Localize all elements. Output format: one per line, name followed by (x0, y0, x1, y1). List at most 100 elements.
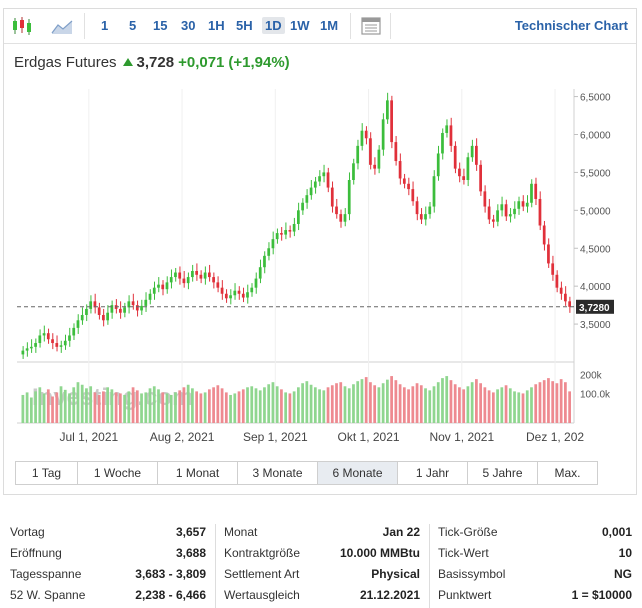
table-icon[interactable] (359, 15, 383, 37)
timeframe-30[interactable]: 30 (181, 18, 196, 33)
range-1-monat[interactable]: 1 Monat (158, 462, 238, 484)
timeframe-1d[interactable]: 1D (262, 17, 285, 34)
timeframe-5h[interactable]: 5H (236, 18, 253, 33)
candle (313, 181, 317, 188)
toolbar-separator (84, 13, 85, 39)
volume-bar (313, 387, 317, 423)
stat-label: Vortag (10, 525, 45, 539)
stat-label: Tick-Größe (438, 525, 498, 539)
stat-row: Wertausgleich 21.12.2021 (224, 585, 420, 605)
timeframe-15[interactable]: 15 (153, 18, 168, 33)
candle (475, 145, 478, 165)
stat-row: Tick-Wert 10 (438, 543, 632, 563)
candle (428, 206, 432, 215)
timeframe-1m[interactable]: 1M (320, 18, 339, 33)
stat-value: 0,001 (601, 525, 632, 539)
volume-bar (500, 387, 504, 423)
volume-bar (271, 382, 275, 423)
candle (68, 335, 71, 341)
range-5-jahre[interactable]: 5 Jahre (468, 462, 538, 484)
volume-bar (369, 382, 372, 423)
candle (407, 183, 410, 190)
volume-bar (233, 393, 237, 423)
volume-bar (51, 396, 54, 423)
volume-bar (89, 386, 93, 423)
volume-bar (458, 387, 461, 423)
stat-label: Tagesspanne (10, 567, 82, 581)
volume-bar (301, 383, 304, 423)
candle (195, 271, 199, 275)
x-tick-label: Jul 1, 2021 (59, 430, 118, 444)
y-tick-label: 4,5000 (580, 244, 611, 255)
volume-bar (186, 384, 190, 423)
instrument-change-pct: (+1,94%) (228, 54, 290, 71)
technical-chart-link[interactable]: Technischer Chart (514, 18, 628, 33)
volume-bar (309, 384, 313, 423)
candle (212, 277, 215, 283)
timeframe-1[interactable]: 1 (101, 18, 109, 33)
price-chart[interactable]: 6,5000 6,0000 5,5000 5,0000 4,5000 4,0000 3,50… (12, 89, 636, 451)
range-1-jahr[interactable]: 1 Jahr (398, 462, 468, 484)
candle (118, 308, 122, 313)
candle (224, 293, 228, 299)
stat-row: Kontraktgröße 10.000 MMBtu (224, 543, 420, 563)
timeframe-5[interactable]: 5 (129, 18, 137, 33)
range-6-monate[interactable]: 6 Monate (318, 462, 398, 484)
candle (462, 176, 466, 180)
volume-bar (29, 397, 33, 423)
candle (568, 301, 571, 307)
candle (140, 305, 143, 311)
candle (46, 333, 50, 340)
arrow-up-icon (122, 58, 133, 66)
candle (356, 145, 360, 164)
volume-bar (144, 392, 148, 423)
volume-bar (292, 391, 296, 423)
candle (458, 168, 461, 177)
volume-bar (280, 389, 283, 423)
volume-bar (216, 385, 220, 423)
instrument-price: 3,728 (136, 54, 175, 71)
volume-bar (564, 382, 567, 423)
volume-bar (491, 392, 495, 423)
x-tick-label: Okt 1, 2021 (338, 430, 400, 444)
candle (280, 233, 283, 235)
volume-bar (525, 390, 529, 423)
stat-value: 10.000 MMBtu (339, 546, 420, 560)
range-1-tag[interactable]: 1 Tag (16, 462, 78, 484)
candle (131, 301, 135, 306)
volume-bar (538, 382, 542, 423)
volume-bar (441, 378, 444, 423)
x-tick-label: Sep 1, 2021 (243, 430, 308, 444)
volume-bar (373, 385, 377, 423)
volume-bar (127, 391, 131, 423)
volume-bar (322, 390, 326, 423)
candle (360, 130, 364, 146)
candle (487, 206, 491, 220)
candle (233, 290, 237, 296)
instrument-header: Erdgas Futures 3,728 +0,071 (+1,94%) (14, 54, 290, 71)
timeframe-1h[interactable]: 1H (208, 18, 225, 33)
candlestick-icon[interactable] (10, 15, 34, 37)
candle (254, 278, 258, 288)
candle (51, 339, 54, 344)
range-1-woche[interactable]: 1 Woche (78, 462, 158, 484)
volume-bar (470, 382, 474, 423)
timeframe-1w[interactable]: 1W (290, 18, 310, 33)
volume-bar (305, 381, 309, 423)
candle (305, 195, 309, 203)
volume-bar (297, 387, 300, 423)
volume-bar (436, 382, 440, 423)
stat-label: Monat (224, 525, 258, 539)
stat-label: Punktwert (438, 588, 492, 602)
range-3-monate[interactable]: 3 Monate (238, 462, 318, 484)
candle (169, 277, 173, 283)
stat-value: 3,683 - 3,809 (135, 567, 206, 581)
candle (352, 163, 355, 180)
volume-bar (432, 386, 436, 423)
area-chart-icon[interactable] (50, 15, 74, 37)
stat-row: Eröffnung 3,688 (10, 543, 206, 563)
range-max[interactable]: Max. (554, 466, 581, 480)
candle (432, 176, 436, 207)
volume-bar (25, 392, 29, 423)
candle (229, 295, 232, 299)
